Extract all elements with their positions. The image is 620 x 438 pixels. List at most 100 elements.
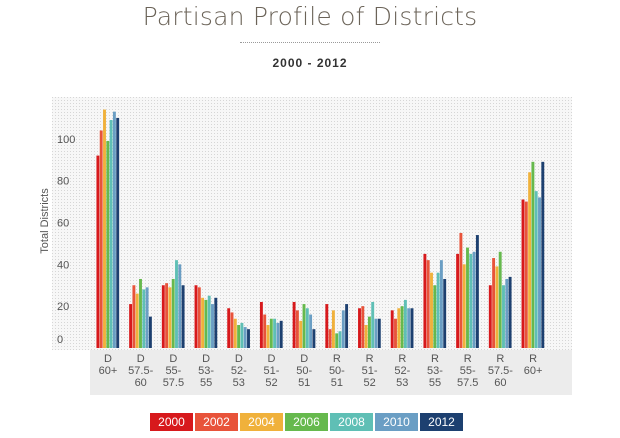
bar-2006	[531, 161, 535, 348]
x-tick-label: 51-	[264, 365, 280, 377]
x-tick-label: D	[202, 353, 210, 365]
bar-2004	[168, 287, 172, 348]
bar-2006	[204, 299, 208, 348]
bar-2002	[394, 318, 397, 348]
x-tick-label: 57.5-	[128, 365, 153, 377]
bar-2006	[302, 304, 306, 348]
x-tick-label: 53-	[427, 365, 443, 377]
bar-2010	[407, 308, 411, 348]
x-tick-label: 55	[429, 377, 441, 389]
y-tick-label: 80	[57, 176, 69, 188]
x-tick-label: 52	[363, 377, 375, 389]
bar-2012	[508, 276, 512, 348]
x-tick-label: 50-	[329, 365, 345, 377]
bar-2012	[116, 117, 120, 348]
x-tick-label: D	[137, 353, 145, 365]
bar-2010	[538, 197, 541, 348]
x-tick-label: R	[496, 353, 504, 365]
x-tick-label: R	[529, 353, 537, 365]
bar-2010	[243, 327, 247, 348]
y-axis-label: Total Districts	[39, 188, 51, 254]
bar-2002	[132, 285, 136, 348]
chart-subtitle: 2000 - 2012	[272, 56, 348, 70]
bar-2010	[112, 111, 116, 348]
x-tick-label: 57.5	[163, 377, 184, 389]
bar-2012	[214, 297, 218, 348]
bar-2012	[541, 161, 545, 348]
x-tick-label: 60+	[99, 365, 118, 377]
chart-legend: 2000 2002 2004 2006 2008 2010 2012	[150, 413, 463, 431]
bar-2010	[505, 278, 509, 349]
x-tick-label: 52	[265, 377, 277, 389]
x-tick-label: 57.5-	[488, 365, 513, 377]
bar-2010	[211, 304, 214, 348]
bar-2000	[325, 304, 329, 348]
bar-2010	[178, 264, 182, 348]
bar-2010	[374, 318, 378, 348]
bar-2000	[358, 308, 361, 348]
bar-2010	[439, 260, 443, 348]
bar-2006	[106, 140, 110, 348]
bar-2004	[528, 172, 532, 348]
bar-2002	[524, 201, 528, 348]
x-tick-label: 60	[135, 377, 147, 389]
bar-2006	[139, 278, 142, 349]
x-tick-label: 51	[331, 377, 343, 389]
bar-2012	[312, 329, 316, 349]
x-tick-label: 53	[233, 377, 245, 389]
title-divider	[240, 42, 380, 43]
bar-2002	[426, 260, 430, 348]
bar-2008	[109, 120, 113, 348]
plot-area-background	[52, 97, 572, 350]
bar-2006	[335, 333, 339, 348]
bar-2010	[276, 322, 280, 348]
legend-item-2000: 2000	[150, 413, 193, 431]
x-tick-label: 51-	[362, 365, 378, 377]
x-tick-label: 57.5	[457, 377, 478, 389]
bar-2006	[367, 316, 371, 349]
bar-2002	[230, 312, 234, 348]
bar-2000	[96, 155, 100, 348]
x-tick-label: 52-	[231, 365, 247, 377]
bar-2002	[99, 130, 103, 348]
bar-2002	[263, 314, 267, 348]
bar-2002	[459, 232, 463, 348]
x-tick-label: 60+	[524, 365, 543, 377]
x-tick-label: 55	[200, 377, 212, 389]
bar-2006	[171, 278, 175, 349]
bar-2004	[331, 310, 335, 348]
bar-2012	[443, 278, 447, 349]
y-tick-label: 0	[57, 334, 63, 346]
x-axis-band	[90, 350, 572, 395]
x-tick-label: D	[169, 353, 177, 365]
x-tick-label: D	[235, 353, 243, 365]
bar-2006	[269, 318, 273, 348]
x-tick-label: 50-	[296, 365, 312, 377]
bar-2008	[338, 331, 342, 348]
bar-2000	[488, 285, 492, 348]
bar-2008	[469, 253, 473, 349]
bar-2000	[423, 253, 427, 349]
bar-2012	[279, 320, 283, 348]
bar-2004	[397, 308, 401, 348]
x-tick-label: R	[431, 353, 439, 365]
bar-2002	[361, 306, 365, 348]
bar-2008	[534, 191, 538, 349]
bar-2012	[410, 308, 414, 348]
bar-2012	[377, 318, 381, 348]
x-tick-label: 55-	[165, 365, 181, 377]
y-tick-label: 60	[57, 218, 69, 230]
legend-item-2006: 2006	[285, 413, 328, 431]
y-tick-label: 20	[57, 301, 69, 313]
x-tick-label: 51	[298, 377, 310, 389]
legend-item-2010: 2010	[375, 413, 418, 431]
x-tick-label: R	[464, 353, 472, 365]
bar-2006	[400, 306, 404, 348]
bar-2008	[502, 285, 505, 348]
bar-2008	[240, 322, 244, 348]
bar-2000	[227, 308, 231, 348]
legend-item-2004: 2004	[240, 413, 283, 431]
bar-2004	[364, 324, 368, 348]
bar-2004	[430, 272, 433, 348]
